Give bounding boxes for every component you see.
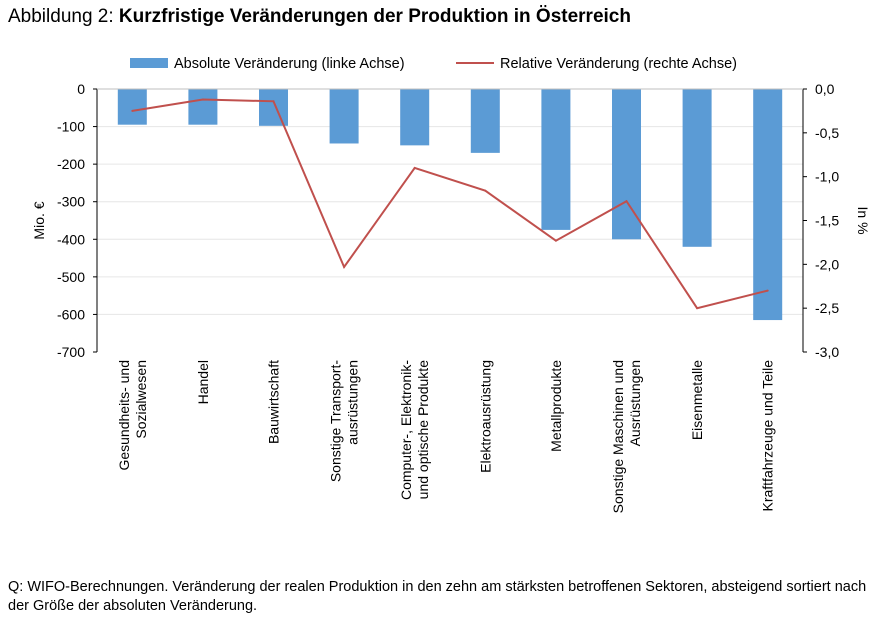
category-label-line: Metallprodukte	[548, 360, 564, 452]
category-label: Eisenmetalle	[689, 360, 705, 440]
category-label-line: ausrüstungen	[345, 360, 361, 445]
source-note: Q: WIFO-Berechnungen. Veränderung der re…	[8, 579, 867, 614]
category-label-line: Bauwirtschaft	[266, 360, 282, 444]
legend-line-label: Relative Veränderung (rechte Achse)	[500, 56, 737, 72]
line-point	[413, 166, 416, 169]
category-label-line: und optische Produkte	[415, 360, 431, 500]
axes	[93, 88, 807, 353]
left-tick-label: -700	[57, 344, 85, 360]
category-label-line: Handel	[195, 360, 211, 404]
line-point	[766, 289, 769, 292]
category-label-line: Ausrüstungen	[627, 360, 643, 446]
line-point	[696, 307, 699, 310]
line-series	[131, 98, 769, 310]
category-label: Metallprodukte	[548, 360, 564, 452]
bar	[753, 89, 783, 321]
relative-change-line	[132, 98, 768, 310]
right-tick-label: -1,0	[815, 169, 839, 185]
bar	[400, 89, 430, 146]
bar	[188, 89, 218, 125]
bar	[470, 89, 500, 153]
left-tick-label: -200	[57, 156, 85, 172]
bar	[329, 89, 359, 144]
chart-title-prefix: Abbildung 2:	[8, 6, 119, 27]
left-tick-label: 0	[77, 81, 85, 97]
right-tick-label: 0,0	[815, 81, 835, 97]
right-axis-ticks: 0,0 -0,5 -1,0 -1,5 -2,0 -2,5 -3,0	[815, 81, 839, 360]
line-point	[484, 189, 487, 192]
category-label: Kraftfahrzeuge und Teile	[760, 360, 776, 512]
category-label: Handel	[195, 360, 211, 404]
line-point	[554, 239, 557, 242]
category-label: Bauwirtschaft	[266, 360, 282, 444]
bar	[682, 89, 712, 247]
category-label: Sonstige Transport-ausrüstungen	[328, 360, 361, 483]
left-axis-ticks: 0 -100 -200 -300 -400 -500 -600 -700	[57, 81, 85, 360]
category-label: Sonstige Maschinen und Ausrüstungen	[610, 360, 643, 513]
category-label-line: Gesundheits- und	[116, 360, 132, 471]
legend: Absolute Veränderung (linke Achse) Relati…	[130, 56, 737, 72]
line-point	[272, 100, 275, 103]
left-tick-label: -400	[57, 231, 85, 247]
bar	[541, 89, 571, 230]
bar-series	[117, 89, 783, 321]
right-tick-label: -0,5	[815, 125, 839, 141]
category-label-line: Elektroausrüstung	[477, 360, 493, 473]
chart-title-main: Kurzfristige Veränderungen der Produktio…	[118, 6, 631, 27]
line-point	[201, 98, 204, 101]
right-tick-label: -3,0	[815, 344, 839, 360]
left-tick-label: -600	[57, 306, 85, 322]
legend-bar-swatch	[130, 58, 168, 68]
line-point	[343, 265, 346, 268]
right-tick-label: -1,5	[815, 213, 839, 229]
left-axis-label: Mio. €	[31, 201, 47, 239]
category-label-line: Sonstige Maschinen und	[610, 360, 626, 513]
category-label-line: Sonstige Transport-	[328, 360, 344, 483]
category-label-line: Kraftfahrzeuge und Teile	[760, 360, 776, 512]
category-label-line: Computer-, Elektronik-	[398, 360, 414, 500]
category-label-line: Sozialwesen	[133, 360, 149, 439]
legend-bar-label: Absolute Veränderung (linke Achse)	[174, 56, 405, 72]
right-tick-label: -2,0	[815, 256, 839, 272]
category-label: Gesundheits- und Sozialwesen	[116, 360, 149, 471]
category-label: Computer-, Elektronik-und optische Produ…	[398, 360, 431, 500]
left-tick-label: -300	[57, 194, 85, 210]
chart-title: Abbildung 2: Kurzfristige Veränderungen …	[8, 6, 631, 28]
left-tick-label: -500	[57, 269, 85, 285]
bar	[259, 89, 288, 126]
right-axis-label: In %	[855, 206, 871, 234]
line-point	[625, 200, 628, 203]
category-labels: Gesundheits- und Sozialwesen Handel Bauwirt…	[116, 360, 776, 514]
line-point	[131, 109, 134, 112]
left-tick-label: -100	[57, 119, 85, 135]
right-tick-label: -2,5	[815, 300, 839, 316]
category-label-line: Eisenmetalle	[689, 360, 705, 440]
bar	[117, 89, 147, 125]
category-label: Elektroausrüstung	[477, 360, 493, 473]
